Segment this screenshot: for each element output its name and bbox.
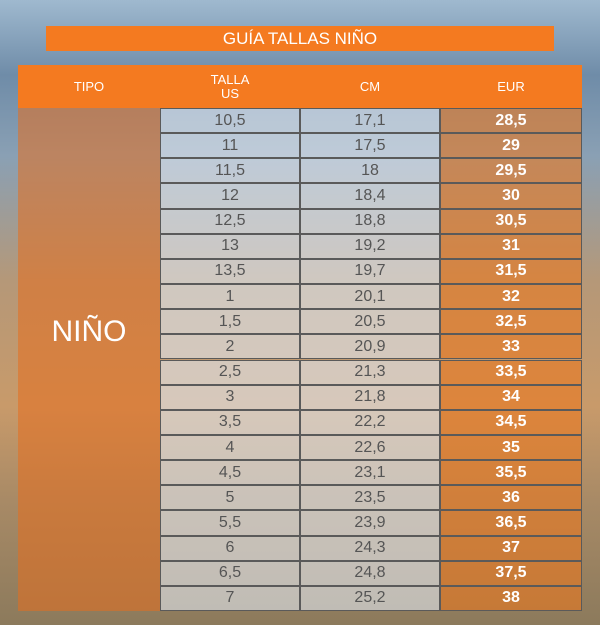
us-cell: 2 (160, 334, 300, 360)
cm-cell: 18,8 (300, 208, 440, 234)
eur-cell: 32,5 (440, 309, 582, 335)
type-column (18, 108, 160, 611)
us-cell: 11 (160, 133, 300, 159)
eur-cell: 30,5 (440, 208, 582, 234)
cm-cell: 18 (300, 158, 440, 184)
table-header: TIPO TALLA US CM EUR (18, 65, 582, 108)
cm-cell: 24,8 (300, 560, 440, 586)
eur-cell: 32 (440, 284, 582, 310)
us-cell: 6,5 (160, 560, 300, 586)
header-cell: EUR (497, 78, 525, 94)
type-label: NIÑO (51, 315, 127, 348)
cm-cell: 19,7 (300, 258, 440, 285)
cm-cell: 20,9 (300, 334, 440, 360)
cm-cell: 24,3 (300, 535, 440, 561)
eur-cell: 35 (440, 434, 582, 461)
us-cell: 12 (160, 183, 300, 209)
us-cell: 1 (160, 284, 300, 310)
cm-cell: 25,2 (300, 585, 440, 611)
us-cell: 4 (160, 434, 300, 461)
cm-cell: 22,2 (300, 409, 440, 435)
us-cell: 6 (160, 535, 300, 561)
us-cell: 12,5 (160, 208, 300, 234)
us-cell: 1,5 (160, 309, 300, 335)
us-cell: 10,5 (160, 108, 300, 134)
cm-cell: 17,1 (300, 108, 440, 134)
cm-cell: 21,8 (300, 384, 440, 410)
us-cell: 5,5 (160, 510, 300, 536)
eur-cell: 31 (440, 233, 582, 259)
cm-cell: 23,5 (300, 485, 440, 511)
us-cell: 5 (160, 485, 300, 511)
cm-cell: 23,1 (300, 460, 440, 486)
us-cell: 3,5 (160, 409, 300, 435)
eur-cell: 36,5 (440, 510, 582, 536)
header-cell: TIPO (73, 78, 105, 94)
eur-cell: 38 (440, 585, 582, 611)
eur-cell: 28,5 (440, 108, 582, 134)
eur-cell: 31,5 (440, 258, 582, 285)
us-cell: 11,5 (160, 158, 300, 184)
header-cell: CM (359, 78, 381, 94)
header-cell: TALLA US (210, 71, 250, 101)
eur-cell: 33 (440, 334, 582, 360)
us-cell: 13,5 (160, 258, 300, 285)
cm-cell: 17,5 (300, 133, 440, 159)
eur-cell: 35,5 (440, 460, 582, 486)
cm-cell: 21,3 (300, 359, 440, 385)
eur-cell: 37,5 (440, 560, 582, 586)
cm-cell: 20,5 (300, 309, 440, 335)
eur-cell: 36 (440, 485, 582, 511)
eur-cell: 34,5 (440, 409, 582, 435)
us-cell: 13 (160, 233, 300, 259)
eur-cell: 30 (440, 183, 582, 209)
us-cell: 4,5 (160, 460, 300, 486)
cm-cell: 18,4 (300, 183, 440, 209)
cm-cell: 20,1 (300, 284, 440, 310)
eur-cell: 33,5 (440, 359, 582, 385)
us-cell: 2,5 (160, 359, 300, 385)
title-bar: GUÍA TALLAS NIÑO (46, 26, 554, 51)
eur-cell: 34 (440, 384, 582, 410)
eur-cell: 37 (440, 535, 582, 561)
cm-cell: 19,2 (300, 233, 440, 259)
eur-cell: 29 (440, 133, 582, 159)
us-cell: 3 (160, 384, 300, 410)
eur-cell: 29,5 (440, 158, 582, 184)
us-cell: 7 (160, 585, 300, 611)
cm-cell: 23,9 (300, 510, 440, 536)
cm-cell: 22,6 (300, 434, 440, 461)
